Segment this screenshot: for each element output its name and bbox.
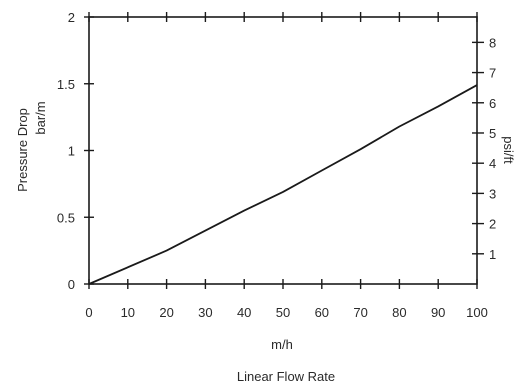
- y-right-tick-label: 1: [489, 247, 496, 262]
- x-axis-ticks: 0 10 20 30 40 50 60 70 80 90 100: [85, 12, 488, 320]
- y-right-tick-label: 7: [489, 66, 496, 81]
- plot-frame: [88, 16, 478, 285]
- series-layer: [88, 84, 478, 285]
- y-right-tick-label: 5: [489, 126, 496, 141]
- y-left-axis-ticks: 0 0.5 1 1.5 2: [57, 10, 94, 292]
- x-tick-label: 70: [353, 305, 367, 320]
- y-left-axis-title: Pressure Drop: [15, 108, 30, 192]
- y-left-tick-label: 2: [68, 10, 75, 25]
- y-left-tick-label: 1.5: [57, 77, 75, 92]
- y-right-axis-ticks: 1 2 3 4 5 6 7 8: [472, 35, 496, 262]
- y-left-axis-unit: bar/m: [33, 101, 48, 134]
- x-tick-label: 80: [392, 305, 406, 320]
- y-right-axis-unit: psi/ft: [501, 136, 516, 164]
- y-left-tick-label: 0: [68, 277, 75, 292]
- y-left-tick-label: 1: [68, 144, 75, 159]
- x-tick-label: 60: [315, 305, 329, 320]
- x-axis-title: Linear Flow Rate: [237, 369, 335, 384]
- y-right-tick-label: 8: [489, 35, 496, 50]
- pressure-drop-line: [88, 84, 478, 285]
- x-tick-label: 90: [431, 305, 445, 320]
- x-tick-label: 50: [276, 305, 290, 320]
- y-right-tick-label: 2: [489, 217, 496, 232]
- x-tick-label: 0: [85, 305, 92, 320]
- x-tick-label: 40: [237, 305, 251, 320]
- x-axis-unit-label: m/h: [271, 337, 293, 352]
- y-right-tick-label: 4: [489, 156, 496, 171]
- x-tick-label: 100: [466, 305, 488, 320]
- plot-border: [88, 16, 478, 285]
- x-tick-label: 20: [159, 305, 173, 320]
- x-tick-label: 10: [121, 305, 135, 320]
- x-tick-label: 30: [198, 305, 212, 320]
- y-right-tick-label: 3: [489, 186, 496, 201]
- y-left-tick-label: 0.5: [57, 210, 75, 225]
- y-right-tick-label: 6: [489, 96, 496, 111]
